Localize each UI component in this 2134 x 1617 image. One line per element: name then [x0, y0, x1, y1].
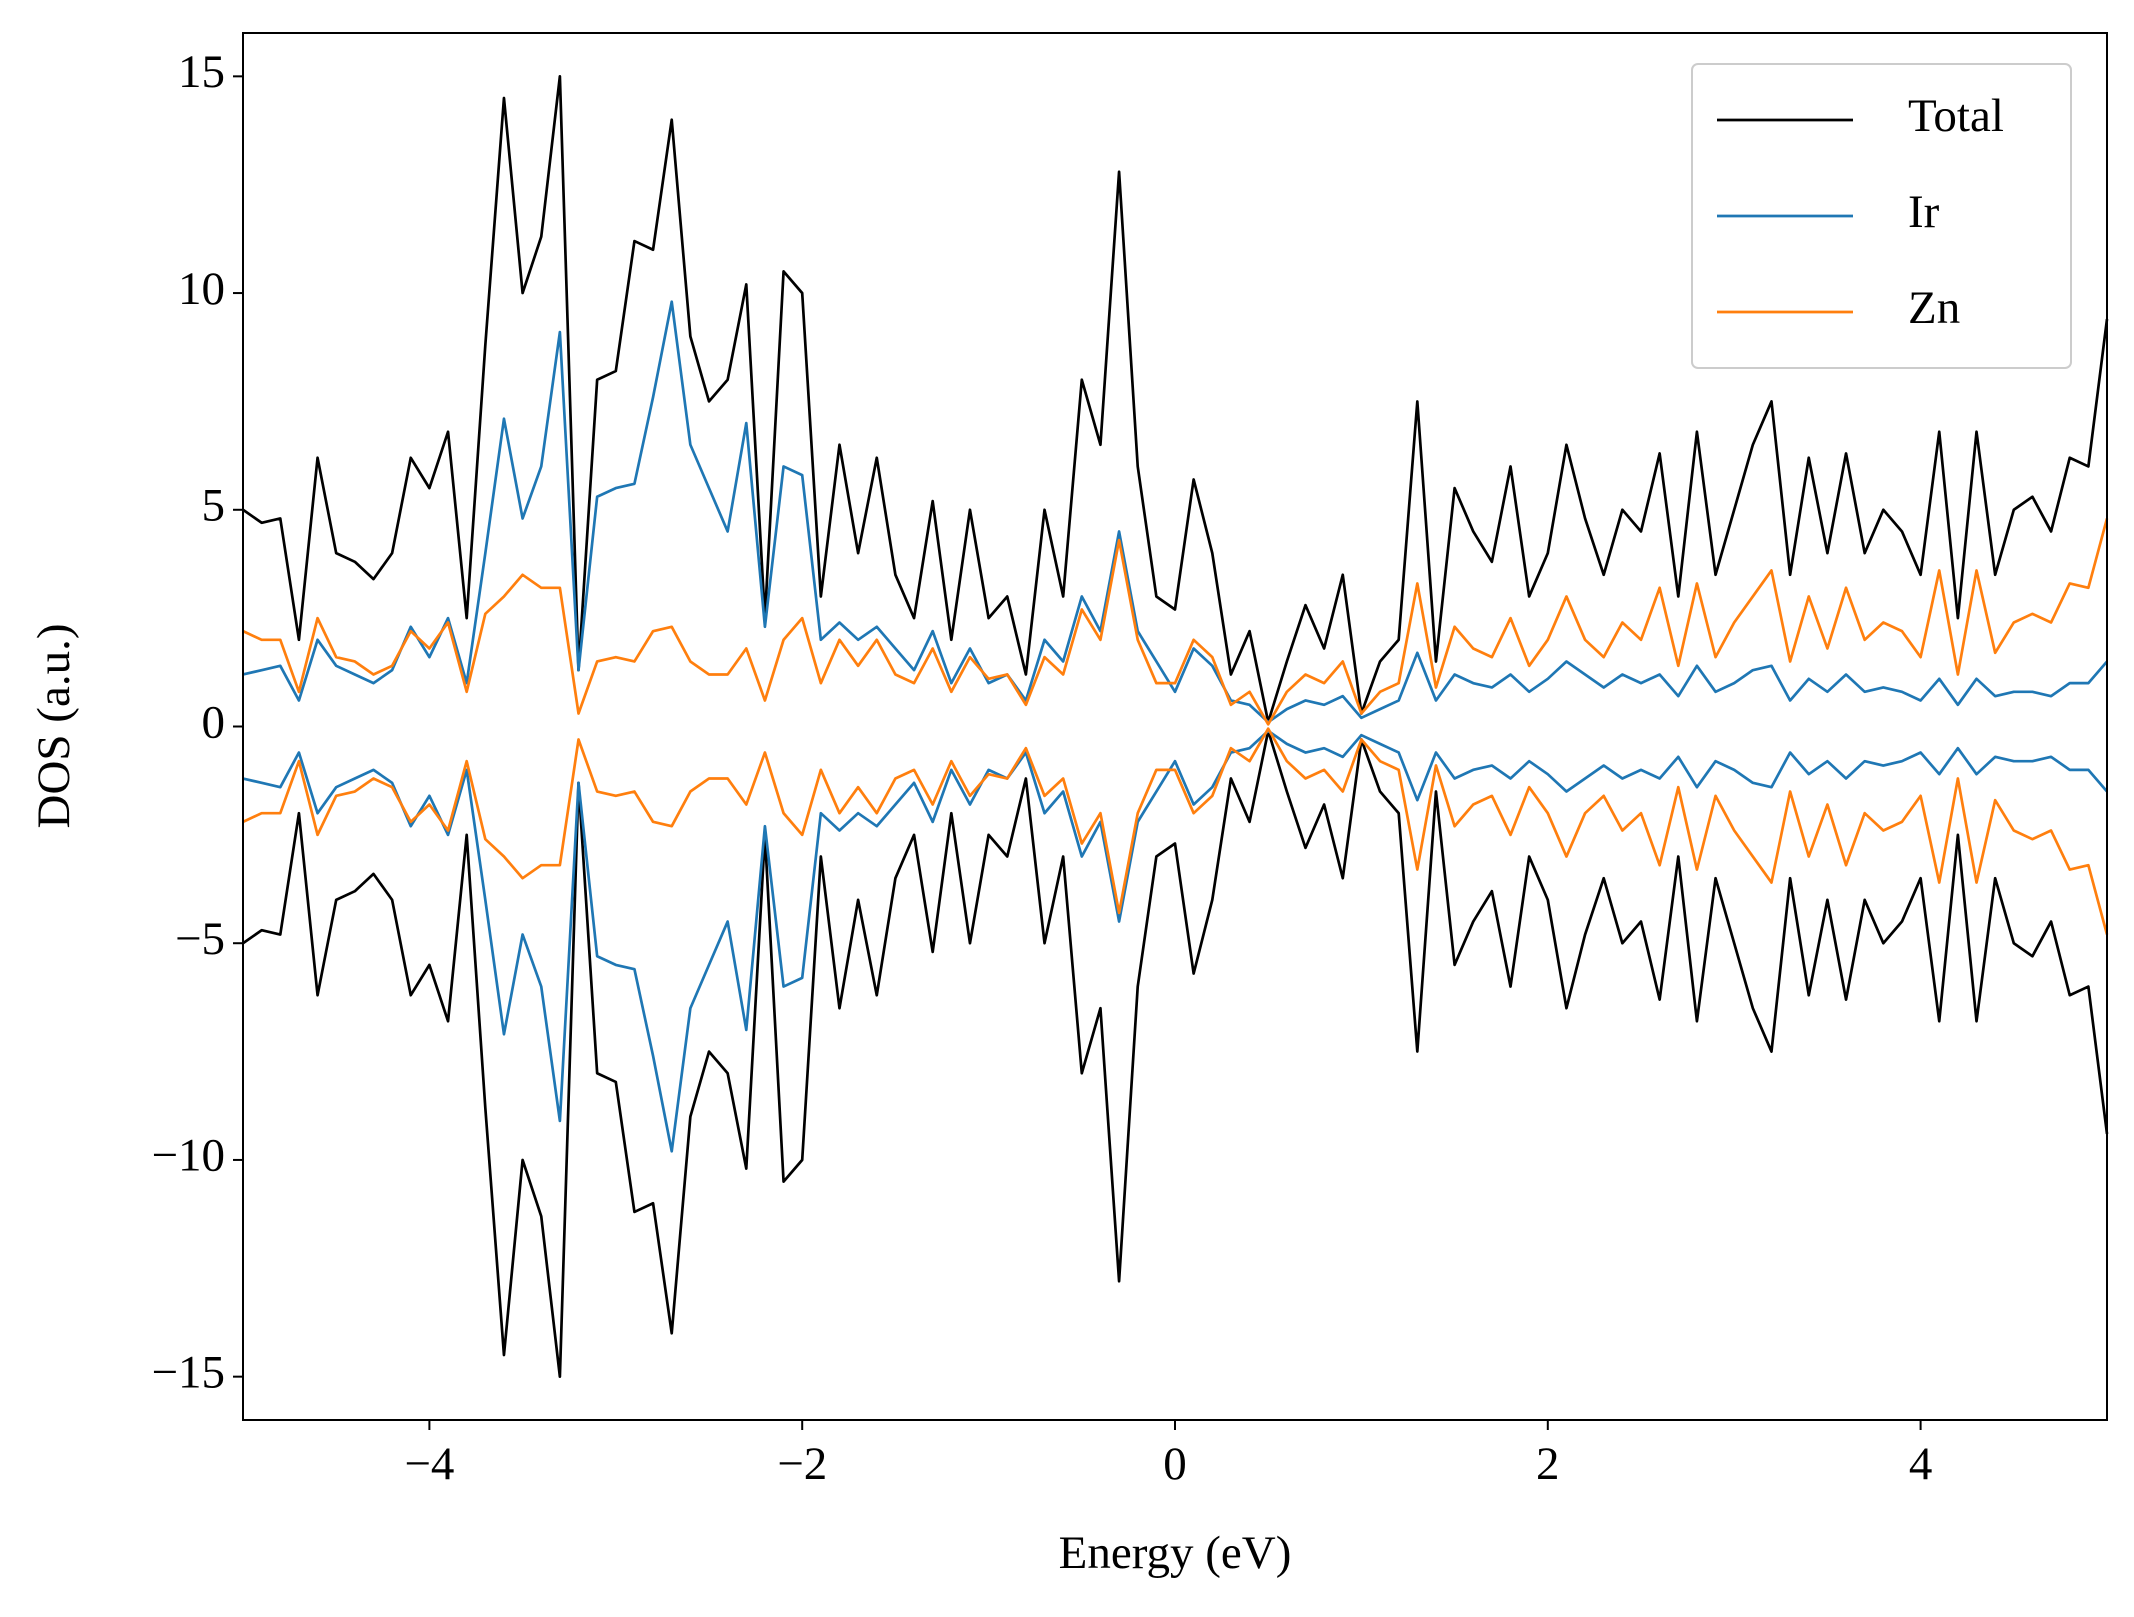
dos-line — [242, 74, 2109, 724]
legend-label: Ir — [1908, 186, 1940, 238]
x-axis-label: Energy (eV) — [1059, 1527, 1292, 1579]
x-tick-label: 0 — [1163, 1438, 1187, 1490]
legend-label: Total — [1908, 90, 2004, 142]
x-tick-label: 4 — [1909, 1438, 1933, 1490]
dos-line — [242, 729, 2109, 1379]
dos-line — [242, 727, 2109, 935]
dos-line — [242, 300, 2109, 724]
x-tick-label: 2 — [1536, 1438, 1560, 1490]
y-tick-label: 0 — [202, 696, 226, 748]
dos-line — [242, 518, 2109, 726]
y-tick-label: 10 — [178, 263, 225, 315]
y-tick-label: −15 — [151, 1346, 225, 1398]
legend-label: Zn — [1908, 282, 1960, 334]
x-tick-label: −2 — [777, 1438, 827, 1490]
y-tick-label: 5 — [202, 480, 226, 532]
x-tick-label: −4 — [404, 1438, 454, 1490]
legend-box — [1691, 63, 2072, 369]
y-tick-label: −5 — [175, 913, 225, 965]
y-tick-label: −10 — [151, 1130, 225, 1182]
y-tick-label: 15 — [178, 46, 225, 98]
y-axis-label: DOS (a.u.) — [28, 624, 80, 829]
dos-line — [242, 729, 2109, 1153]
